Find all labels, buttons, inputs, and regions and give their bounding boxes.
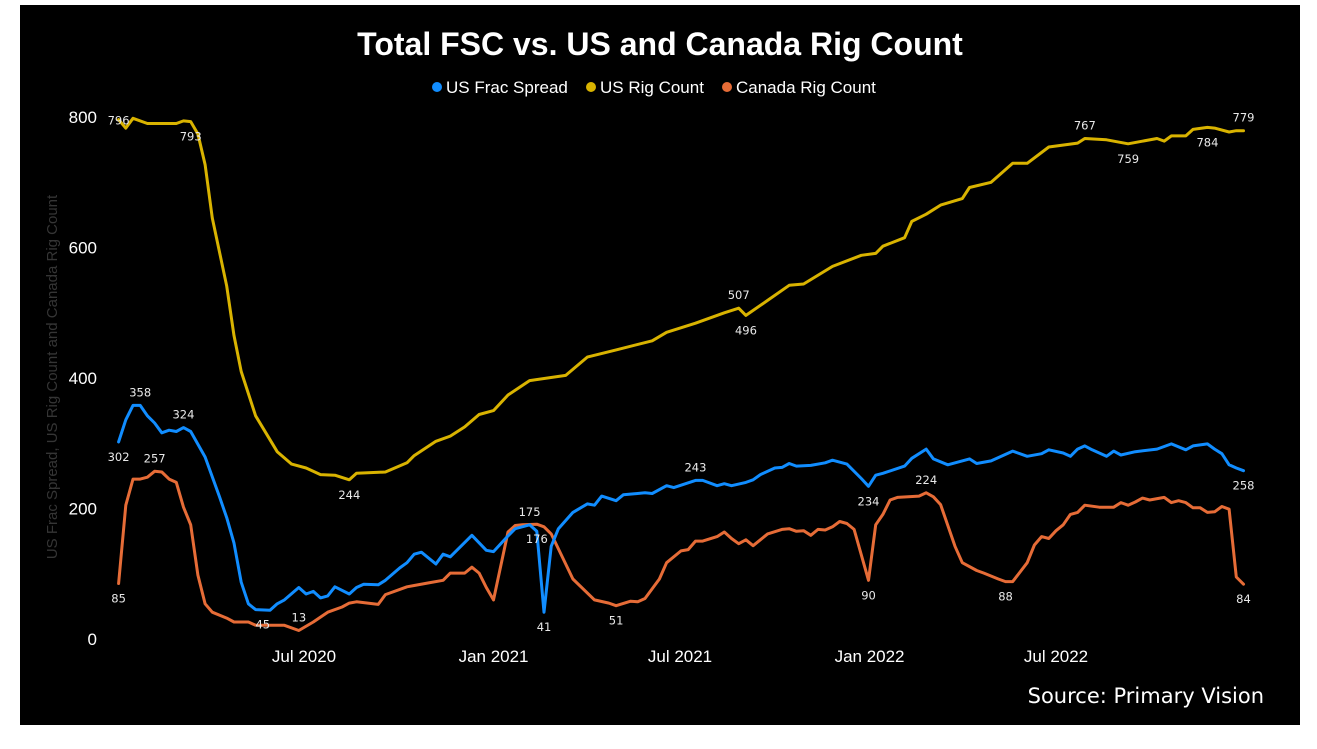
data-label: 779 <box>1233 111 1255 125</box>
data-label: 507 <box>728 288 750 302</box>
y-tick-label: 400 <box>69 369 97 388</box>
series-line-canada-rig-count[interactable] <box>117 469 1245 632</box>
data-label: 175 <box>519 505 541 519</box>
x-tick-label: Jul 2021 <box>648 647 712 666</box>
y-tick-label: 600 <box>69 239 97 258</box>
data-label: 258 <box>1233 479 1255 493</box>
data-label: 41 <box>537 620 552 634</box>
legend-label: Canada Rig Count <box>736 78 876 97</box>
data-label: 90 <box>861 588 876 602</box>
data-label: 302 <box>108 450 130 464</box>
data-label: 784 <box>1196 135 1218 149</box>
data-label: 45 <box>255 618 270 632</box>
x-tick-label: Jan 2021 <box>459 647 529 666</box>
legend-marker-icon <box>722 82 732 92</box>
data-label: 51 <box>609 614 624 628</box>
y-axis-title: US Frac Spread, US Rig Count and Canada … <box>44 194 61 559</box>
data-label: 176 <box>526 532 548 546</box>
data-label: 234 <box>858 494 880 508</box>
data-label: 496 <box>735 323 757 337</box>
legend-marker-icon <box>586 82 596 92</box>
y-tick-label: 200 <box>69 500 97 519</box>
legend-item-canada-rig-count[interactable]: Canada Rig Count <box>722 78 876 97</box>
data-label: 324 <box>172 408 194 422</box>
legend-label: US Frac Spread <box>446 78 568 97</box>
data-label: 759 <box>1117 152 1139 166</box>
data-label: 88 <box>998 590 1013 604</box>
data-label: 85 <box>111 592 126 606</box>
data-label: 244 <box>338 488 360 502</box>
source-note: Source: Primary Vision <box>1028 684 1264 708</box>
x-tick-label: Jan 2022 <box>835 647 905 666</box>
data-label: 13 <box>292 611 307 625</box>
legend-item-us-rig-count[interactable]: US Rig Count <box>586 78 704 97</box>
data-label: 793 <box>180 130 202 144</box>
data-label: 84 <box>1236 592 1251 606</box>
legend-marker-icon <box>432 82 442 92</box>
x-tick-label: Jul 2020 <box>272 647 336 666</box>
legend-label: US Rig Count <box>600 78 704 97</box>
y-tick-label: 800 <box>69 108 97 127</box>
data-label: 358 <box>129 385 151 399</box>
series-lines <box>117 116 1245 632</box>
x-tick-label: Jul 2022 <box>1024 647 1088 666</box>
legend: US Frac Spread US Rig Count Canada Rig C… <box>432 78 876 97</box>
data-label: 224 <box>915 473 937 487</box>
data-label: 767 <box>1074 119 1096 133</box>
data-label: 243 <box>684 460 706 474</box>
y-tick-label: 0 <box>88 630 97 649</box>
chart-title: Total FSC vs. US and Canada Rig Count <box>357 26 963 62</box>
series-line-us-frac-spread[interactable] <box>117 403 1245 614</box>
data-labels: 796 793 244 507 496 767 759 784 779 302 358 324 45 17… <box>108 111 1255 635</box>
chart-panel <box>20 5 1300 725</box>
series-line-us-rig-count[interactable] <box>117 116 1245 482</box>
x-axis: Jul 2020 Jan 2021 Jul 2021 Jan 2022 Jul 2022 <box>272 647 1088 666</box>
data-label: 796 <box>108 114 130 128</box>
y-axis: 0 200 400 600 800 <box>69 108 97 649</box>
data-label: 257 <box>144 451 166 465</box>
legend-item-us-frac-spread[interactable]: US Frac Spread <box>432 78 568 97</box>
